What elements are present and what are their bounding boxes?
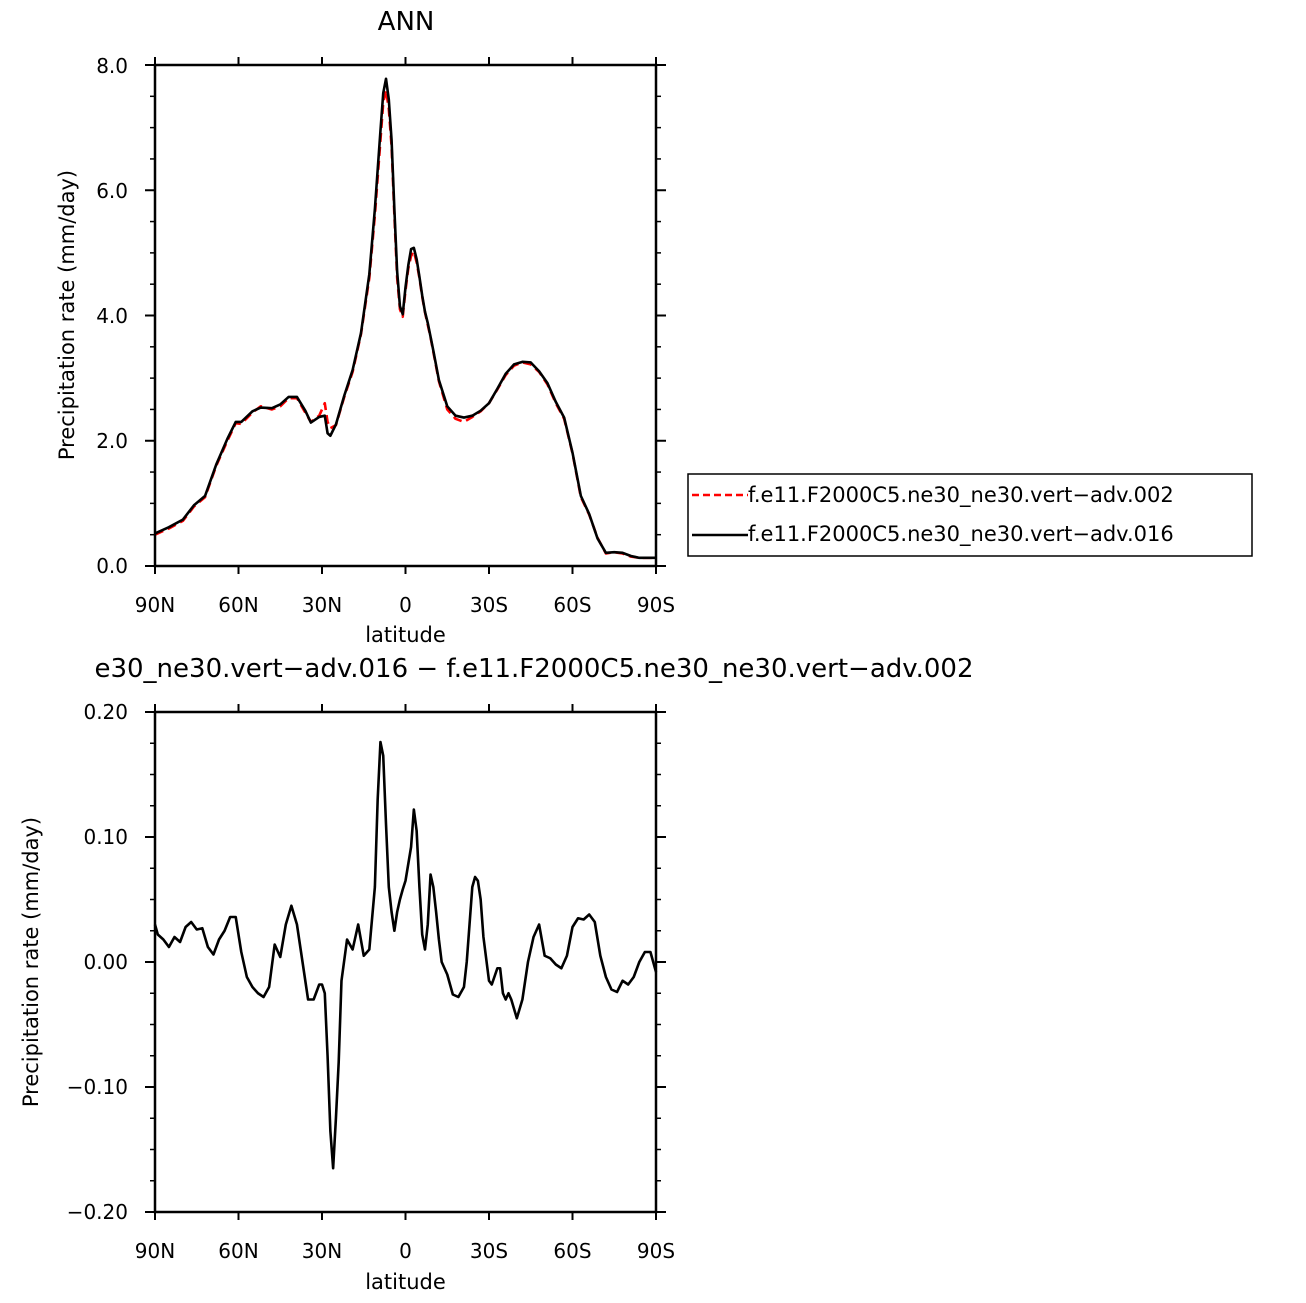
- top-ytick-label: 8.0: [96, 54, 128, 78]
- legend: f.e11.F2000C5.ne30_ne30.vert−adv.002 f.e…: [687, 473, 1253, 557]
- top-xtick-label: 90N: [135, 593, 175, 617]
- top-series-line-1: [154, 88, 656, 560]
- top-y-axis-title: Precipitation rate (mm/day): [55, 170, 79, 460]
- bottom-ytick-label: 0.00: [83, 950, 128, 974]
- bottom-xtick-label: 90S: [637, 1239, 675, 1263]
- legend-label-016: f.e11.F2000C5.ne30_ne30.vert−adv.016: [748, 522, 1174, 547]
- bottom-xtick-label: 30S: [470, 1239, 508, 1263]
- bottom-chart-title: e30_ne30.vert−adv.016 − f.e11.F2000C5.ne…: [94, 654, 973, 684]
- bottom-y-axis-title: Precipitation rate (mm/day): [19, 817, 43, 1107]
- top-ytick-label: 4.0: [96, 304, 128, 328]
- legend-label-002: f.e11.F2000C5.ne30_ne30.vert−adv.002: [748, 483, 1174, 508]
- top-ytick-label: 2.0: [96, 429, 128, 453]
- top-xtick-label: 30S: [470, 593, 508, 617]
- top-tick-marks: [145, 57, 666, 574]
- top-x-axis-title: latitude: [365, 623, 446, 647]
- bottom-ytick-label: −0.10: [67, 1075, 128, 1099]
- top-xtick-label: 30N: [302, 593, 342, 617]
- top-xtick-label: 90S: [637, 593, 675, 617]
- bottom-xtick-label: 30N: [302, 1239, 342, 1263]
- bottom-ytick-label: 0.10: [83, 825, 128, 849]
- bottom-series-line-1: [153, 740, 658, 1170]
- bottom-ytick-label: 0.20: [83, 700, 128, 724]
- top-xtick-label: 0: [399, 593, 412, 617]
- top-chart: ANN 0.0 2.0 4.0 6.0 8.0 90N 60N 30N 0 30…: [55, 7, 1253, 647]
- bottom-x-axis-title: latitude: [365, 1270, 446, 1294]
- bottom-tick-marks: [145, 704, 666, 1220]
- top-xtick-label: 60S: [553, 593, 591, 617]
- top-series-group: [154, 77, 656, 560]
- top-chart-title: ANN: [378, 7, 435, 37]
- top-xtick-label: 60N: [218, 593, 258, 617]
- bottom-ytick-label: −0.20: [67, 1200, 128, 1224]
- legend-box: [687, 473, 1253, 557]
- bottom-xtick-label: 0: [399, 1239, 412, 1263]
- bottom-plot-frame: [153, 710, 658, 1214]
- top-series-line-2: [154, 77, 656, 560]
- bottom-xtick-label: 60S: [553, 1239, 591, 1263]
- bottom-series-group: [153, 740, 658, 1170]
- top-ytick-label: 0.0: [96, 554, 128, 578]
- bottom-chart: e30_ne30.vert−adv.016 − f.e11.F2000C5.ne…: [19, 654, 974, 1294]
- bottom-xtick-label: 90N: [135, 1239, 175, 1263]
- top-ytick-label: 6.0: [96, 179, 128, 203]
- bottom-xtick-label: 60N: [218, 1239, 258, 1263]
